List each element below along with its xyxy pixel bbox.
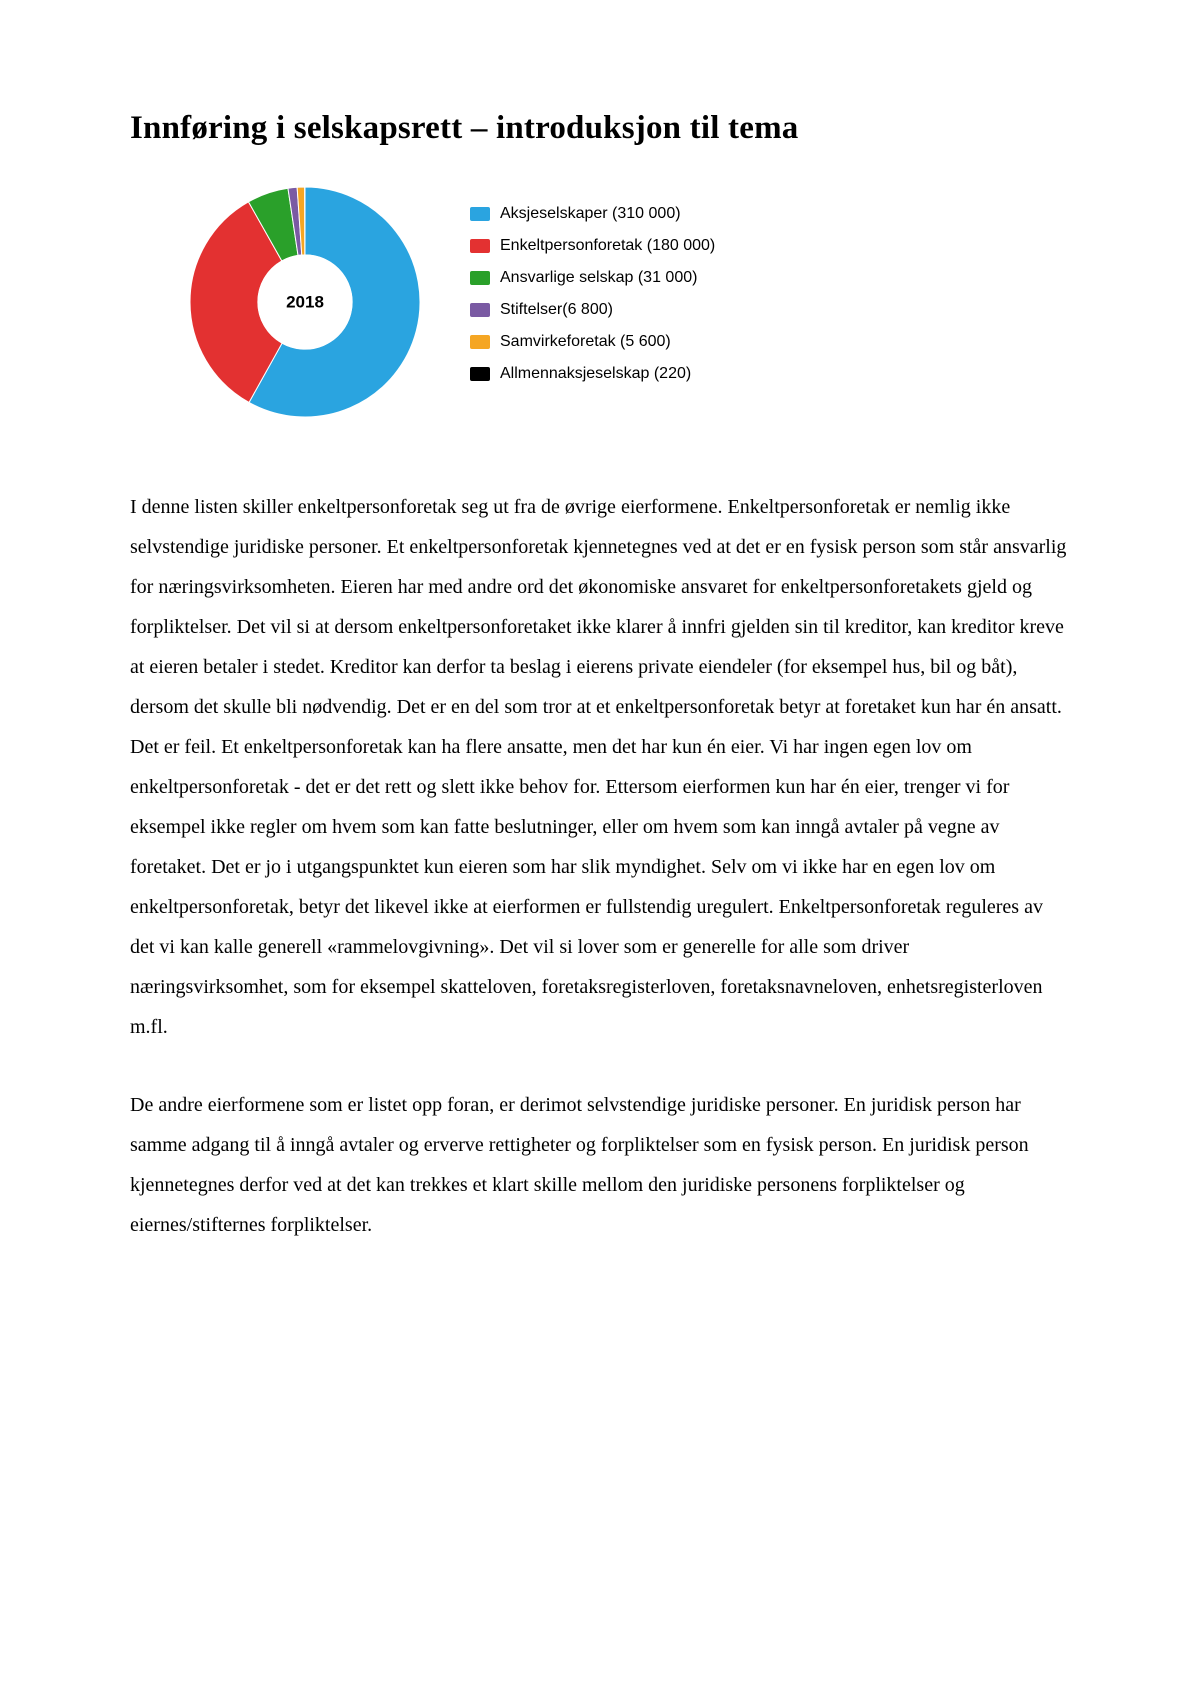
legend-label: Aksjeselskaper (310 000) bbox=[500, 205, 681, 223]
legend-item-2: Ansvarlige selskap (31 000) bbox=[470, 269, 715, 287]
legend-swatch bbox=[470, 271, 490, 285]
legend-swatch bbox=[470, 335, 490, 349]
page-title: Innføring i selskapsrett – introduksjon … bbox=[130, 110, 1070, 147]
legend-label: Enkeltpersonforetak (180 000) bbox=[500, 237, 715, 255]
legend-item-1: Enkeltpersonforetak (180 000) bbox=[470, 237, 715, 255]
legend-item-3: Stiftelser(6 800) bbox=[470, 301, 715, 319]
legend-label: Ansvarlige selskap (31 000) bbox=[500, 269, 697, 287]
legend-item-5: Allmennaksjeselskap (220) bbox=[470, 365, 715, 383]
legend-item-4: Samvirkeforetak (5 600) bbox=[470, 333, 715, 351]
legend-swatch bbox=[470, 367, 490, 381]
legend-swatch bbox=[470, 239, 490, 253]
legend-swatch bbox=[470, 207, 490, 221]
chart-row: 2018 Aksjeselskaper (310 000) Enkeltperso… bbox=[190, 187, 1070, 417]
legend-swatch bbox=[470, 303, 490, 317]
chart-legend: Aksjeselskaper (310 000) Enkeltpersonfore… bbox=[470, 205, 715, 397]
legend-label: Allmennaksjeselskap (220) bbox=[500, 365, 691, 383]
legend-item-0: Aksjeselskaper (310 000) bbox=[470, 205, 715, 223]
body-paragraph-1: I denne listen skiller enkeltpersonforet… bbox=[130, 487, 1070, 1047]
body-paragraph-2: De andre eierformene som er listet opp f… bbox=[130, 1085, 1070, 1245]
document-page: Innføring i selskapsrett – introduksjon … bbox=[0, 0, 1200, 1698]
donut-center-label: 2018 bbox=[258, 255, 353, 350]
donut-chart: 2018 bbox=[190, 187, 420, 417]
legend-label: Samvirkeforetak (5 600) bbox=[500, 333, 671, 351]
legend-label: Stiftelser(6 800) bbox=[500, 301, 613, 319]
